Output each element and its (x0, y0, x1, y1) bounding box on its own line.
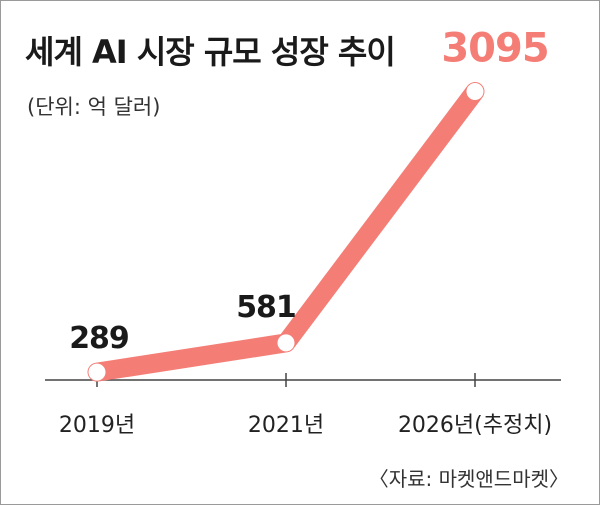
x-tick-label: 2021년 (248, 413, 324, 438)
data-point (277, 334, 295, 352)
data-point (88, 363, 106, 381)
data-label: 3095 (441, 26, 548, 72)
series-line (87, 82, 485, 382)
chart-title: 세계 AI 시장 규모 성장 추이 (25, 33, 396, 71)
data-label: 581 (236, 290, 296, 325)
chart-unit-subtitle: (단위: 억 달러) (27, 95, 161, 119)
data-point (466, 83, 484, 100)
x-tick-label: 2026년(추정치) (398, 413, 552, 438)
data-label: 289 (69, 321, 129, 356)
chart-source: 〈자료: 마켓앤드마켓〉 (368, 467, 569, 491)
x-tick-label: 2019년 (59, 413, 135, 438)
